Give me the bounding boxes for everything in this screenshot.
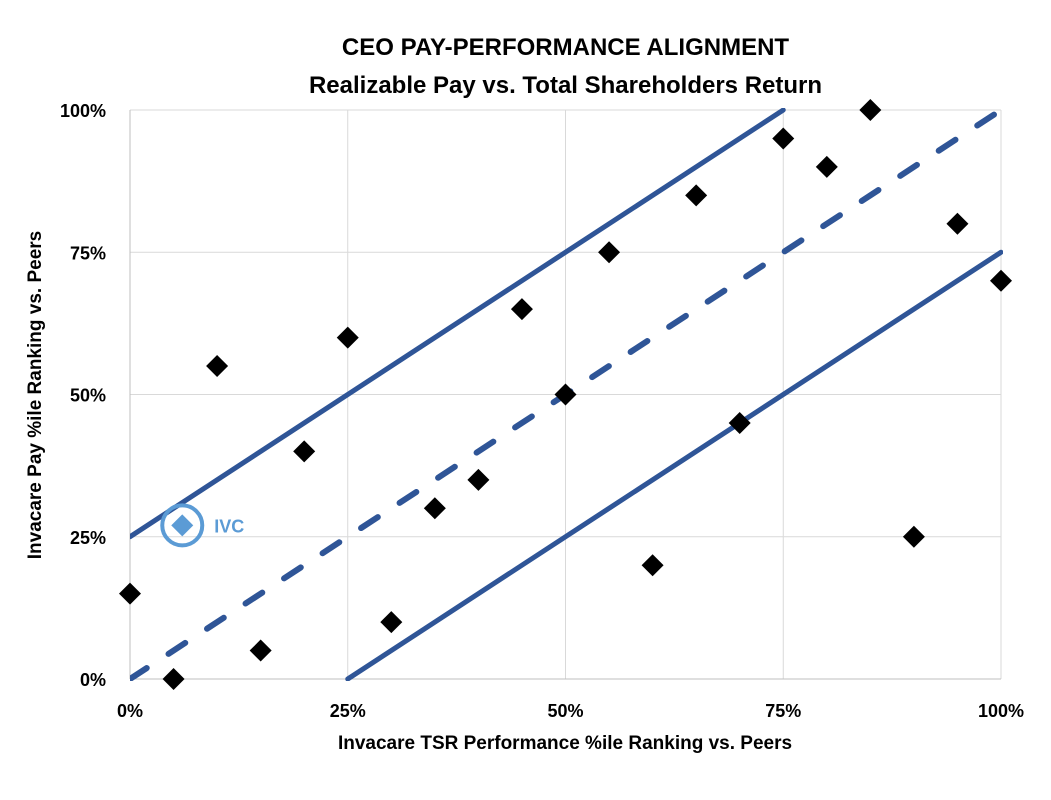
peer-point: [554, 383, 577, 406]
y-axis-title: Invacare Pay %ile Ranking vs. Peers: [25, 230, 46, 560]
peer-point: [162, 668, 185, 690]
upper-bound-line: [130, 108, 786, 540]
peer-point: [990, 269, 1012, 292]
peer-point: [598, 241, 621, 264]
chart-subtitle: Realizable Pay vs. Total Shareholders Re…: [308, 72, 823, 99]
peer-point: [293, 440, 316, 463]
x-axis-title: Invacare TSR Performance %ile Ranking vs…: [337, 733, 793, 754]
peer-point: [641, 554, 664, 577]
peer-point: [119, 582, 141, 605]
y-tick-label: 50%: [70, 386, 106, 406]
peer-point: [902, 525, 925, 548]
lower-bound-line: [345, 249, 1003, 681]
peer-point: [510, 298, 533, 321]
peer-point: [946, 212, 969, 235]
ivc-highlight-circle: [160, 503, 205, 548]
ivc-point: [171, 514, 194, 537]
chart-title: CEO PAY-PERFORMANCE ALIGNMENT: [341, 34, 790, 61]
peer-point: [249, 639, 272, 662]
peer-point: [467, 468, 490, 491]
x-tick-label: 100%: [978, 701, 1024, 721]
peer-point: [815, 155, 838, 178]
peer-point: [336, 326, 359, 349]
x-tick-label: 75%: [765, 701, 801, 721]
ivc-label: IVC: [214, 516, 244, 536]
peer-point: [772, 127, 795, 150]
peer-point: [423, 497, 446, 520]
peer-point: [859, 99, 882, 121]
x-tick-label: 25%: [330, 701, 366, 721]
peer-point: [728, 411, 751, 434]
y-tick-label: 100%: [60, 101, 106, 121]
y-tick-label: 75%: [70, 243, 106, 263]
y-tick-label: 25%: [70, 528, 106, 548]
peer-point: [206, 355, 229, 378]
peer-point: [380, 611, 403, 634]
peer-point: [685, 184, 708, 207]
y-tick-label: 0%: [80, 670, 106, 690]
x-tick-label: 50%: [547, 701, 583, 721]
x-tick-label: 0%: [117, 701, 143, 721]
